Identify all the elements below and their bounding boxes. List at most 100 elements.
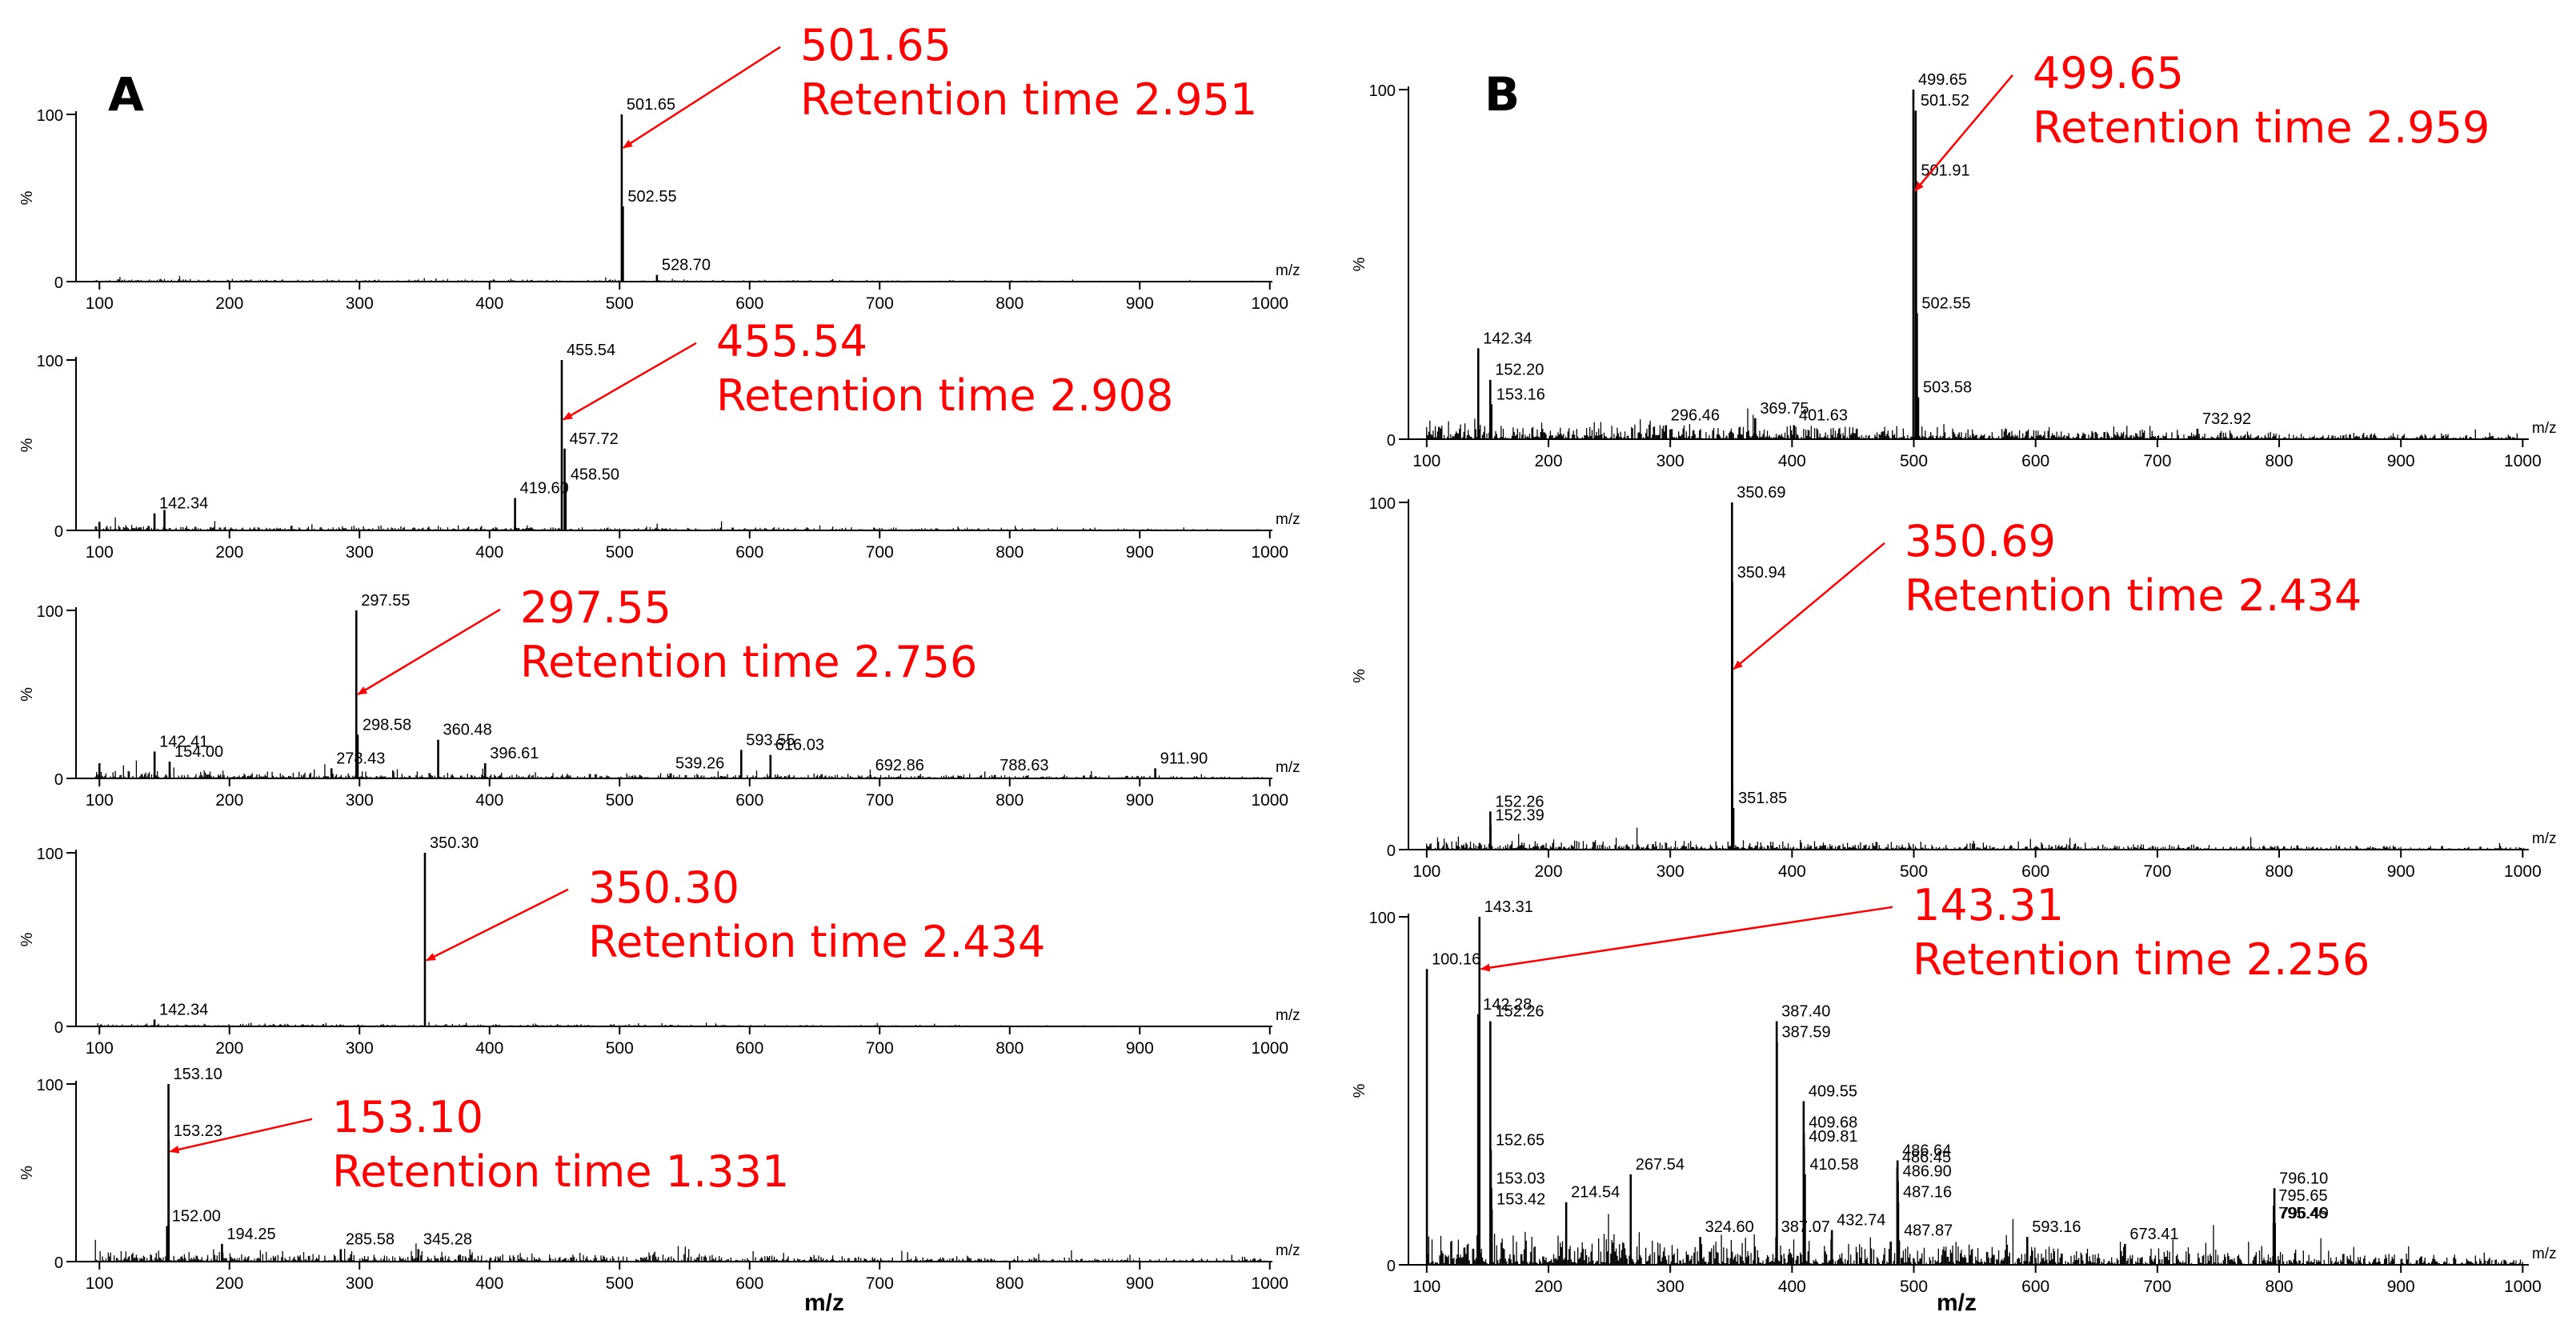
spectrum-plot-5: 0 100% 100 200 300 400 500 600 700 800 900 1000 m/z 1…	[18, 1066, 1300, 1293]
spectrum-plot-4: 0 100% 100 200 300 400 500 600 700 800 900 1000 m/z 1…	[18, 834, 1300, 1058]
spectrum-8-peak-label-27: 795.65	[2278, 1187, 2327, 1205]
spectrum-1-annotation-mass: 501.65	[800, 20, 951, 70]
spectrum-3-peak-label-8: 539.26	[675, 755, 724, 773]
spectrum-3-peak-label-11: 692.86	[875, 757, 924, 774]
spectrum-3-x-tick-label: 600	[735, 791, 763, 810]
spectrum-8-x-tick-label: 500	[1900, 1278, 1928, 1296]
spectrum-6-peak-label-4: 296.46	[1671, 407, 1720, 425]
spectrum-5-peak-label-4: 194.25	[226, 1226, 275, 1243]
spectrum-6-peak-label-7: 499.65	[1918, 71, 1967, 89]
spectrum-5-annotation-arrow	[169, 1118, 313, 1154]
spectrum-6-x-tick-label: 900	[2387, 452, 2415, 470]
spectrum-8-peak-label-15: 409.68	[1809, 1114, 1857, 1132]
spectrum-8-peak-label-16: 409.81	[1809, 1128, 1857, 1146]
spectrum-4-x-tick-label: 1000	[1251, 1039, 1288, 1058]
spectrum-8-x-tick-label: 100	[1412, 1278, 1440, 1296]
spectrum-8-peak-label-1: 100.16	[1432, 950, 1480, 968]
spectrum-4-x-tick-label: 200	[215, 1039, 243, 1058]
spectrum-5-x-tick-label: 900	[1126, 1274, 1154, 1293]
spectrum-5-peak-label-3: 153.23	[174, 1122, 222, 1140]
spectrum-1-y-tick-label: 100	[37, 107, 63, 125]
spectrum-5-peak-label-6: 345.28	[423, 1230, 472, 1248]
panel-letter-a: A	[108, 67, 144, 122]
spectrum-2-annotation-retention: Retention time 2.908	[716, 370, 1173, 421]
spectrum-1-x-tick-label: 600	[735, 294, 763, 313]
spectrum-3-peak-label-3: 278.43	[336, 750, 385, 767]
spectrum-plot-6: 0 100% 100 200 300 400 500 600 700 800 900 1000 m/z 1…	[1351, 48, 2557, 470]
spectrum-8-peak-label-14: 409.55	[1809, 1083, 1857, 1101]
spectrum-2-annotation-mass: 455.54	[716, 316, 867, 366]
spectrum-6-peak-label-2: 152.20	[1495, 362, 1544, 379]
spectrum-3-peak-label-7: 396.61	[490, 745, 539, 762]
spectrum-4-y-tick-label: 0	[54, 1019, 63, 1037]
spectrum-1-x-tick-label: 800	[996, 294, 1024, 313]
spectrum-3-annotation-arrow	[357, 608, 501, 696]
spectrum-2-x-tick-label: 900	[1126, 543, 1154, 562]
spectrum-5-x-tick-label: 500	[606, 1274, 634, 1293]
spectrum-8-peak-label-23: 487.87	[1904, 1222, 1953, 1240]
panel-letter-b: B	[1484, 67, 1520, 122]
spectrum-2-y-tick-label: 0	[54, 523, 63, 541]
spectrum-3-y-tick-label: 100	[37, 603, 63, 621]
spectrum-2-x-tick-label: 200	[215, 543, 243, 562]
spectrum-2-x-tick-label: 1000	[1251, 543, 1288, 562]
spectrum-4-x-tick-label: 100	[86, 1039, 114, 1058]
spectrum-8-peak-label-20: 486.64	[1902, 1142, 1951, 1160]
spectrum-8-peak-label-6: 153.03	[1496, 1170, 1545, 1187]
spectrum-4-peak-label-2: 350.30	[430, 834, 479, 852]
spectrum-3-annotation-retention: Retention time 2.756	[520, 637, 977, 687]
spectrum-3-x-unit-label: m/z	[1276, 759, 1300, 776]
spectrum-5-x-tick-label: 800	[996, 1274, 1024, 1293]
spectrum-8-peak-label-13: 387.59	[1781, 1024, 1830, 1042]
spectrum-plot-2: 0 100% 100 200 300 400 500 600 700 800 900 1000 m/z 1…	[18, 316, 1300, 562]
spectrum-5-baseline-noise	[94, 1239, 1268, 1262]
spectrum-7-peak-label-5: 351.85	[1738, 790, 1787, 807]
spectrum-5-peak-label-2: 153.10	[174, 1066, 222, 1083]
spectrum-6-x-tick-label: 700	[2143, 452, 2171, 470]
spectrum-2-peak-label-1: 142.34	[159, 495, 208, 513]
spectrum-7-peak-label-2: 152.39	[1496, 807, 1544, 825]
spectrum-8-x-tick-label: 400	[1778, 1278, 1806, 1296]
spectrum-7-x-tick-label: 500	[1900, 862, 1928, 881]
spectrum-6-annotation-mass: 499.65	[2033, 48, 2184, 98]
spectrum-8-peak-label-11: 387.07	[1781, 1218, 1830, 1236]
spectrum-2-peak-label-4: 457.72	[570, 430, 619, 448]
spectrum-5-x-tick-label: 1000	[1251, 1274, 1288, 1293]
spectrum-6-x-tick-label: 500	[1900, 452, 1928, 470]
spectrum-3-x-tick-label: 100	[86, 791, 114, 810]
spectrum-7-peak-label-4: 350.94	[1737, 564, 1786, 582]
spectrum-8-peak-label-21: 486.90	[1903, 1163, 1952, 1181]
spectrum-5-annotation-mass: 153.10	[332, 1092, 483, 1142]
spectrum-8-peak-label-28: 796.10	[2279, 1170, 2328, 1187]
spectrum-8-x-tick-label: 600	[2021, 1278, 2049, 1296]
spectrum-3-x-tick-label: 400	[475, 791, 503, 810]
spectrum-4-baseline-noise	[94, 1022, 1268, 1026]
spectrum-7-x-tick-label: 1000	[2504, 862, 2542, 881]
spectrum-6-peak-label-8: 501.52	[1921, 92, 1969, 110]
spectrum-plot-1: 0 100% 100 200 300 400 500 600 700 800 900 1000 m/z 5…	[18, 20, 1300, 313]
spectrum-7-y-tick-label: 0	[1387, 842, 1396, 860]
spectrum-1-peak-label-3: 528.70	[662, 257, 711, 274]
spectrum-6-x-tick-label: 1000	[2504, 452, 2542, 470]
spectrum-6-x-tick-label: 200	[1534, 452, 1562, 470]
spectrum-8-peak-label-25: 673.41	[2129, 1226, 2178, 1243]
spectrum-2-x-tick-label: 500	[606, 543, 634, 562]
spectrum-8-x-tick-label: 800	[2266, 1278, 2294, 1296]
spectrum-plot-3: 0 100% 100 200 300 400 500 600 700 800 900 1000 m/z 1…	[18, 582, 1300, 810]
spectrum-1-x-tick-label: 900	[1126, 294, 1154, 313]
spectrum-8-x-tick-label: 1000	[2504, 1278, 2542, 1296]
spectrum-7-x-tick-label: 600	[2021, 862, 2049, 881]
spectrum-3-peak-label-4: 297.55	[361, 592, 410, 610]
spectrum-2-x-tick-label: 100	[86, 543, 114, 562]
spectrum-2-peak-label-5: 458.50	[571, 466, 619, 483]
spectrum-6-y-tick-label: 100	[1369, 82, 1396, 100]
spectrum-5-y-tick-label: 0	[54, 1254, 63, 1272]
spectrum-3-x-tick-label: 800	[996, 791, 1024, 810]
x-axis-label-a: m/z	[804, 1290, 844, 1316]
spectrum-8-peak-label-10: 324.60	[1705, 1218, 1754, 1236]
spectrum-8-x-unit-label: m/z	[2532, 1246, 2557, 1262]
spectrum-1-peak-label-1: 501.65	[627, 96, 675, 114]
spectrum-4-annotation-mass: 350.30	[588, 862, 739, 913]
spectrum-5-y-tick-label: 100	[37, 1077, 63, 1094]
spectrum-2-x-unit-label: m/z	[1276, 511, 1300, 528]
